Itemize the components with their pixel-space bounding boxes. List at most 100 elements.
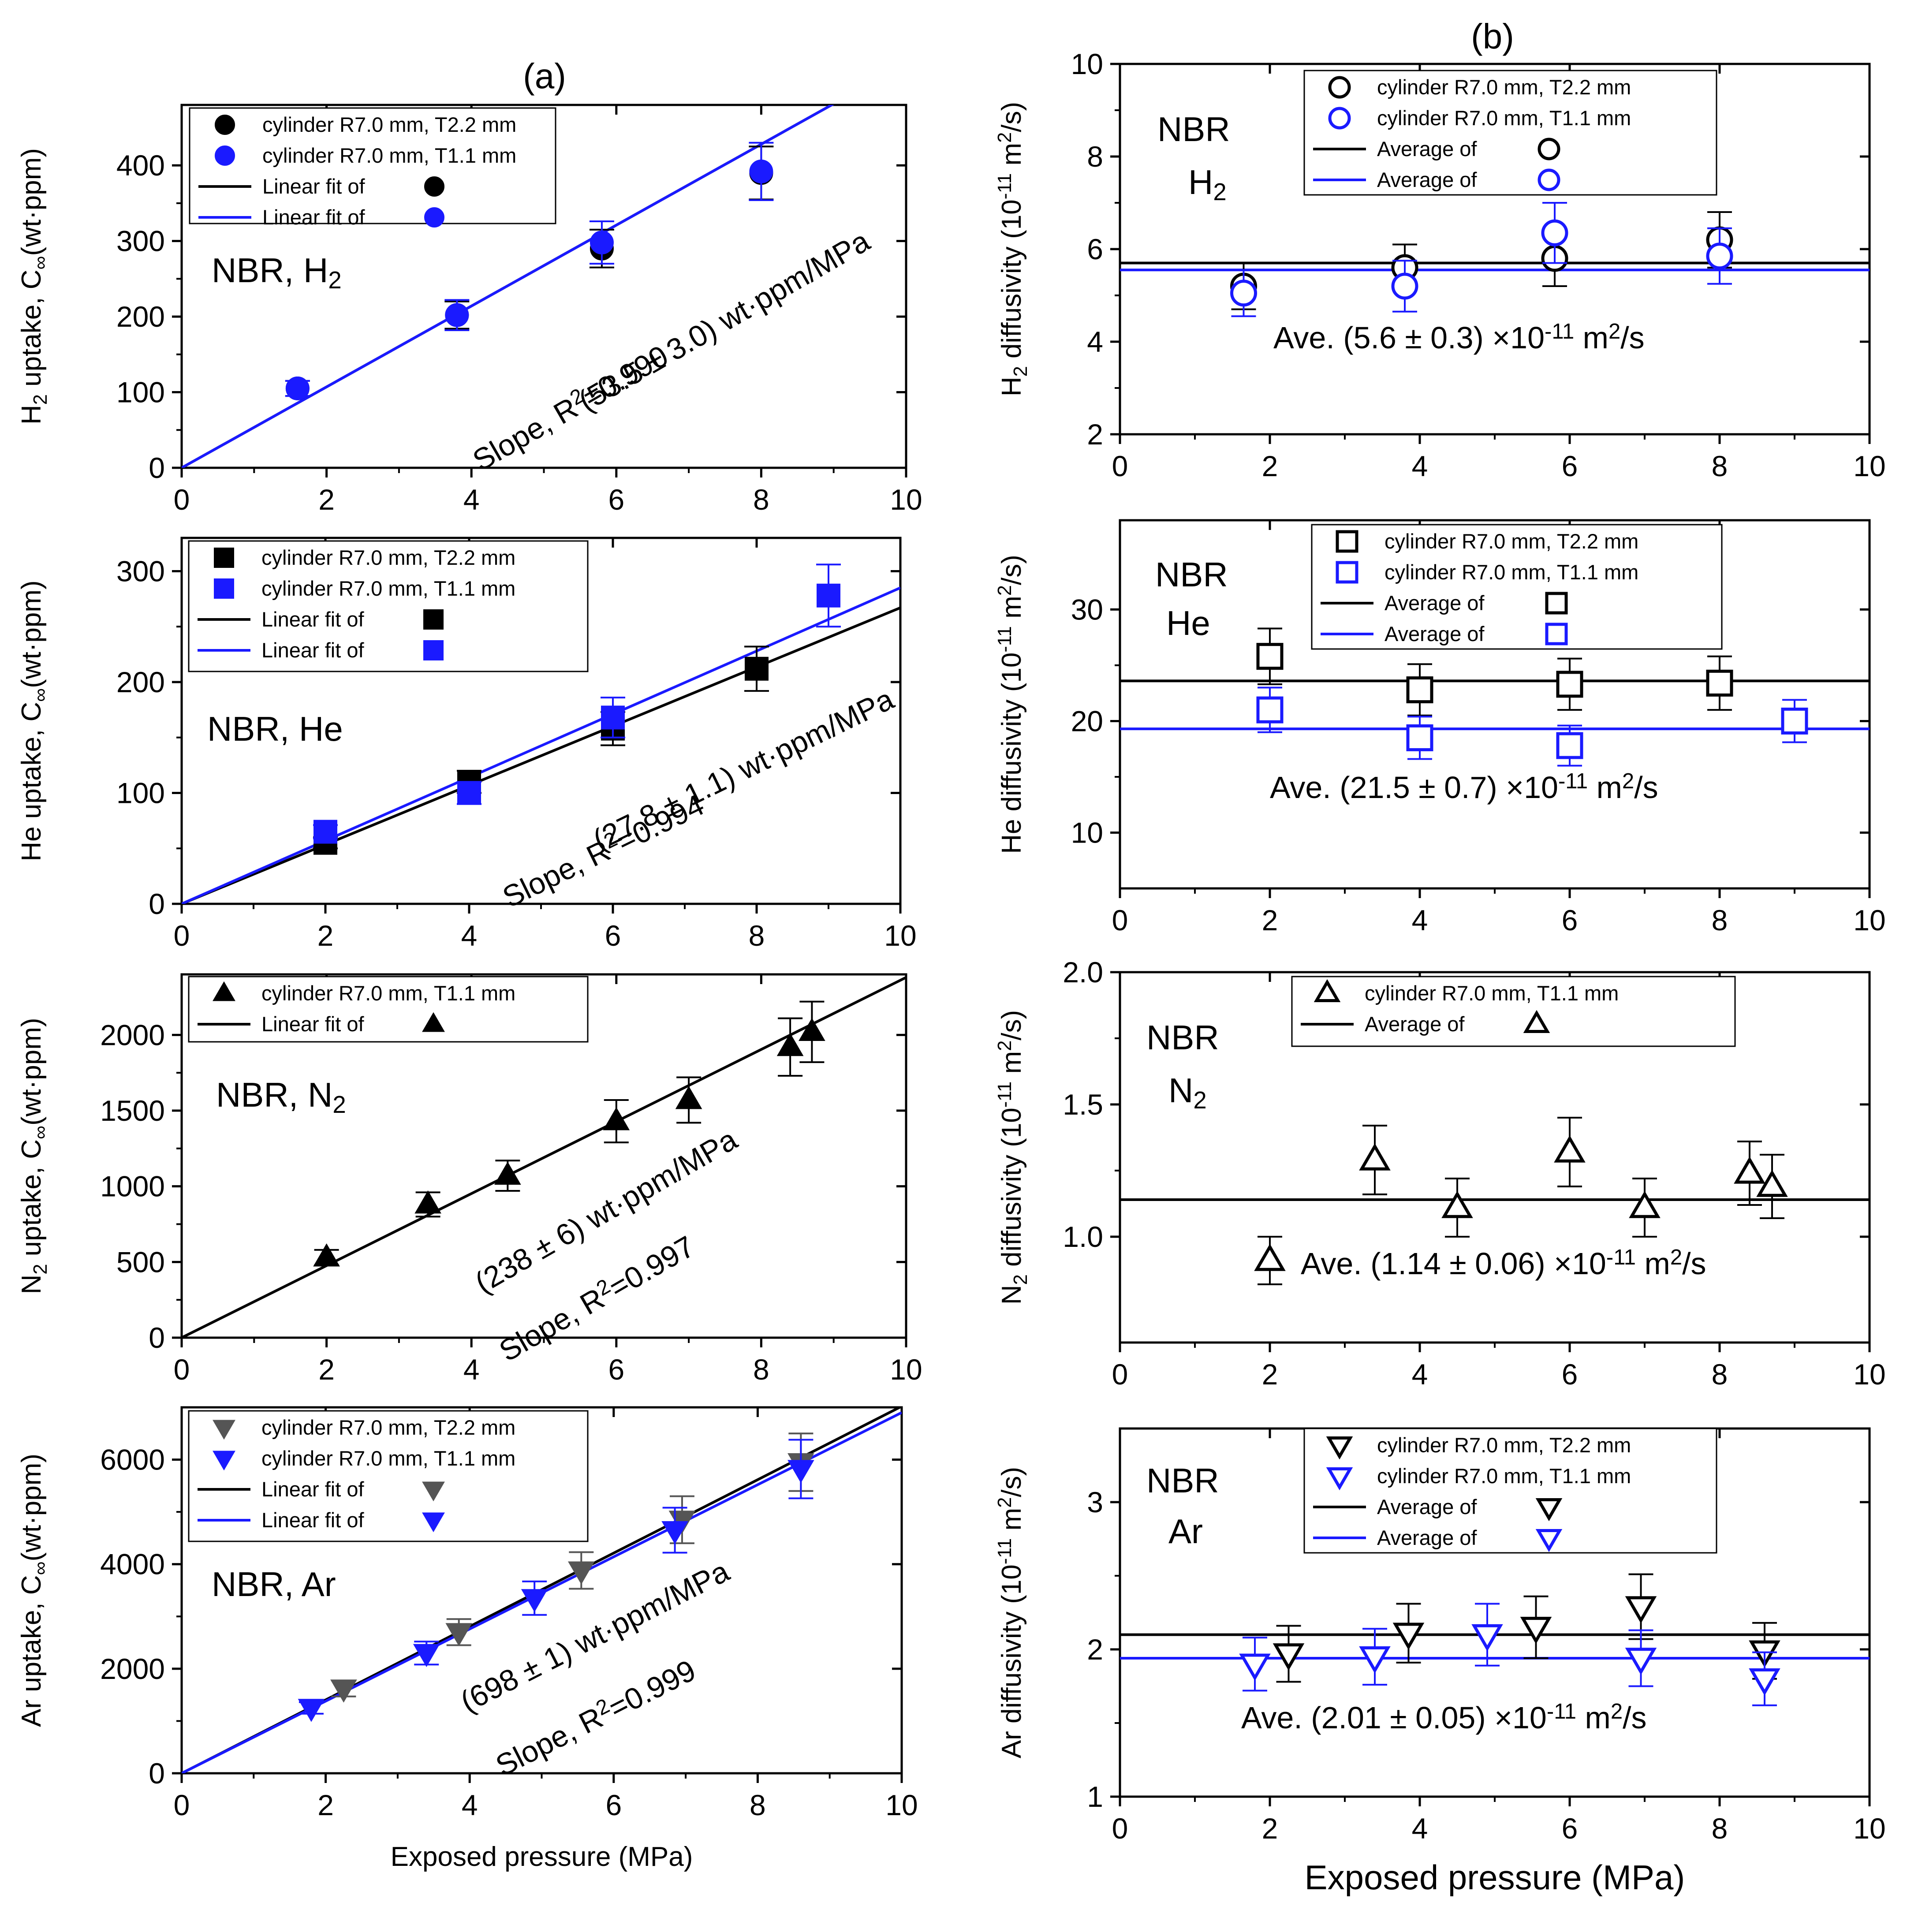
x-tick-label: 8 bbox=[1712, 1358, 1728, 1391]
legend-label: Linear fit of bbox=[262, 175, 365, 198]
legend-label: cylinder R7.0 mm, T1.1 mm bbox=[1365, 981, 1619, 1005]
legend-marker bbox=[1314, 979, 1341, 1002]
legend-label: cylinder R7.0 mm, T1.1 mm bbox=[261, 577, 515, 600]
gas-label-material: NBR bbox=[1155, 555, 1228, 594]
data-point bbox=[603, 1107, 630, 1130]
legend-ref-marker bbox=[1545, 623, 1568, 645]
panel-label-b: (b) bbox=[1471, 17, 1514, 56]
y-tick-label: 1500 bbox=[100, 1094, 165, 1127]
y-tick-label: 400 bbox=[116, 149, 165, 182]
x-tick-label: 6 bbox=[1562, 904, 1578, 936]
x-tick-label: 2 bbox=[1262, 450, 1278, 482]
x-tick-label: 2 bbox=[1262, 1358, 1278, 1391]
x-tick-label: 8 bbox=[753, 1353, 769, 1386]
legend-ref-marker bbox=[1523, 1010, 1550, 1033]
data-point bbox=[817, 583, 840, 608]
legend-ref-marker bbox=[424, 207, 444, 228]
x-tick-label: 0 bbox=[1112, 1812, 1128, 1845]
legend-ref-marker bbox=[1538, 138, 1560, 160]
legend-label: Average of bbox=[1377, 137, 1477, 160]
data-point bbox=[414, 1190, 441, 1214]
y-tick-label: 6000 bbox=[100, 1443, 165, 1476]
y-tick-label: 3 bbox=[1087, 1486, 1103, 1518]
data-point bbox=[1471, 1624, 1503, 1652]
legend-box bbox=[1291, 976, 1736, 1047]
legend-ref-marker bbox=[423, 609, 444, 630]
legend-label: Average of bbox=[1377, 1526, 1477, 1549]
legend-ref-marker bbox=[1535, 1529, 1563, 1552]
data-point bbox=[1706, 669, 1733, 697]
fit-line bbox=[182, 606, 900, 904]
legend-label: Average of bbox=[1385, 622, 1485, 645]
legend-label: cylinder R7.0 mm, T1.1 mm bbox=[261, 981, 515, 1005]
plot-area bbox=[182, 105, 835, 468]
fit-line bbox=[182, 105, 835, 468]
data-point bbox=[776, 1033, 804, 1056]
legend-label: cylinder R7.0 mm, T2.2 mm bbox=[261, 546, 515, 569]
y-tick-label: 8 bbox=[1087, 140, 1103, 173]
x-tick-label: 8 bbox=[1712, 1812, 1728, 1845]
legend-marker bbox=[213, 981, 235, 1001]
y-tick-label: 500 bbox=[116, 1246, 165, 1278]
gas-label-material: NBR bbox=[1146, 1461, 1219, 1500]
average-annotation: Ave. (5.6 ± 0.3) ×10-11 m2/s bbox=[1273, 320, 1645, 355]
gas-label-species: H2 bbox=[1188, 163, 1227, 205]
data-point bbox=[749, 159, 773, 183]
x-tick-label: 0 bbox=[1112, 450, 1128, 482]
x-tick-label: 4 bbox=[1412, 1358, 1428, 1391]
data-point bbox=[1749, 1668, 1780, 1696]
x-tick-label: 10 bbox=[1853, 904, 1885, 936]
slope-annotation: (238 ± 6) wt·ppm/MPa bbox=[470, 1123, 743, 1300]
legend-marker bbox=[1328, 107, 1351, 130]
legend-box bbox=[188, 540, 589, 672]
x-tick-label: 4 bbox=[1412, 904, 1428, 936]
legend-box bbox=[1311, 524, 1723, 650]
legend-label: Linear fit of bbox=[261, 608, 364, 631]
data-point bbox=[1556, 732, 1583, 759]
legend-label: cylinder R7.0 mm, T2.2 mm bbox=[1377, 75, 1631, 99]
legend-label: cylinder R7.0 mm, T2.2 mm bbox=[1377, 1433, 1631, 1457]
data-point bbox=[1359, 1143, 1391, 1171]
gas-label: NBR, N2 bbox=[216, 1075, 346, 1118]
y-axis-label: He uptake, C∞(wt·ppm) bbox=[16, 580, 51, 861]
y-tick-label: 2 bbox=[1087, 1633, 1103, 1666]
plot-area bbox=[182, 563, 900, 904]
legend-label: cylinder R7.0 mm, T1.1 mm bbox=[1377, 106, 1631, 130]
data-point bbox=[1554, 1135, 1586, 1163]
y-tick-label: 1.0 bbox=[1063, 1220, 1103, 1253]
data-point bbox=[330, 1679, 357, 1703]
gas-label-material: NBR bbox=[1157, 110, 1230, 149]
plot-area bbox=[1120, 627, 1870, 767]
x-tick-label: 8 bbox=[749, 919, 765, 952]
plot-area bbox=[1120, 1573, 1870, 1706]
data-point bbox=[567, 1561, 595, 1585]
legend-ref-marker bbox=[1535, 1498, 1563, 1522]
x-tick-label: 10 bbox=[1853, 1358, 1885, 1391]
data-point bbox=[1406, 724, 1433, 751]
y-tick-label: 6 bbox=[1087, 233, 1103, 265]
x-tick-label: 4 bbox=[463, 1353, 480, 1386]
y-tick-label: 2.0 bbox=[1063, 956, 1103, 988]
data-point bbox=[601, 705, 625, 730]
y-tick-label: 20 bbox=[1071, 705, 1103, 737]
x-tick-label: 2 bbox=[317, 1789, 334, 1821]
data-point bbox=[1520, 1617, 1552, 1644]
data-point bbox=[1706, 242, 1733, 270]
y-axis-label: H2 diffusivity (10-11 m2/s) bbox=[994, 102, 1031, 396]
x-tick-label: 4 bbox=[1412, 450, 1428, 482]
average-annotation: Ave. (2.01 ± 0.05) ×10-11 m2/s bbox=[1241, 1700, 1647, 1735]
x-tick-label: 4 bbox=[463, 483, 480, 516]
gas-label-species: He bbox=[1166, 604, 1210, 642]
legend-label: cylinder R7.0 mm, T1.1 mm bbox=[1385, 560, 1638, 584]
y-tick-label: 2 bbox=[1087, 418, 1103, 451]
legend-ref-marker bbox=[424, 176, 444, 197]
x-tick-label: 2 bbox=[1262, 1812, 1278, 1845]
data-point bbox=[1406, 676, 1433, 704]
data-point bbox=[1629, 1190, 1661, 1218]
y-tick-label: 300 bbox=[116, 555, 165, 587]
legend-marker bbox=[1326, 1467, 1353, 1491]
data-point bbox=[590, 231, 614, 255]
